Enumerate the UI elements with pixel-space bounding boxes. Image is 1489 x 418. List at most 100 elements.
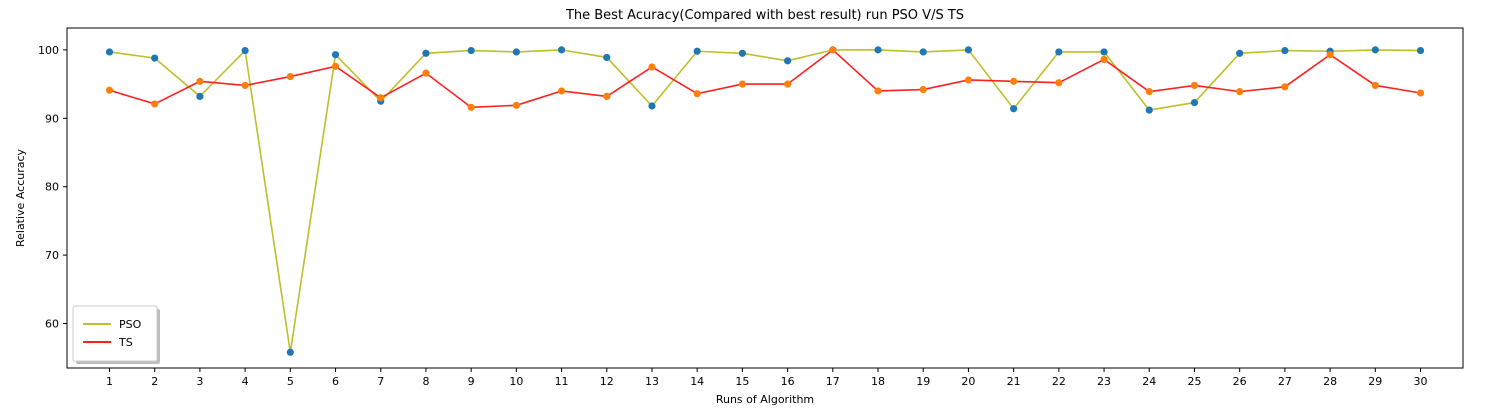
data-point-ts: [377, 94, 385, 102]
data-point-pso: [286, 348, 294, 356]
x-tick-label: 19: [916, 375, 930, 388]
data-point-ts: [196, 77, 204, 85]
data-point-pso: [331, 51, 340, 59]
data-point-pso: [241, 46, 249, 55]
x-tick-label: 25: [1187, 375, 1201, 388]
x-axis: 1 2 3 4 5 6 7 8 9 10 11 12 13 14 15 16 17 18 19 20 21 22 23 24 2…: [106, 368, 1428, 388]
data-point-ts: [1145, 88, 1153, 96]
data-point-pso: [1281, 46, 1289, 55]
data-point-ts: [1416, 89, 1425, 97]
x-tick-label: 26: [1233, 375, 1247, 388]
data-point-ts: [241, 81, 249, 90]
x-tick-label: 5: [287, 375, 294, 388]
data-point-ts: [557, 87, 566, 95]
x-tick-label: 4: [242, 375, 249, 388]
data-point-ts: [648, 63, 656, 71]
data-point-pso: [196, 92, 204, 101]
data-point-ts: [874, 87, 882, 95]
data-point-ts: [964, 76, 973, 84]
x-tick-label: 1: [106, 375, 113, 388]
data-point-ts: [512, 101, 520, 109]
data-point-ts: [829, 46, 837, 54]
data-point-ts: [1236, 88, 1244, 96]
x-tick-label: 28: [1323, 375, 1337, 388]
legend-label-pso: PSO: [119, 318, 142, 331]
data-point-ts: [1371, 81, 1379, 90]
x-tick-label: 13: [645, 375, 659, 388]
series-line-ts: [109, 48, 1421, 109]
y-axis: 60 70 80 90 100: [38, 44, 67, 331]
data-point-pso: [603, 53, 611, 62]
data-point-pso: [919, 48, 927, 56]
data-point-pso: [1371, 46, 1379, 54]
legend-box: [72, 305, 158, 362]
data-point-pso: [151, 54, 159, 62]
data-point-ts: [1326, 51, 1334, 59]
x-tick-label: 15: [735, 375, 749, 388]
x-tick-label: 9: [468, 375, 475, 388]
data-point-pso: [512, 48, 520, 56]
data-point-pso: [874, 46, 882, 54]
x-tick-label: 12: [600, 375, 614, 388]
y-tick-label: 80: [45, 181, 59, 194]
x-tick-label: 10: [509, 375, 523, 388]
x-tick-label: 23: [1097, 375, 1111, 388]
x-tick-label: 11: [555, 375, 569, 388]
data-point-ts: [331, 62, 340, 70]
x-tick-label: 6: [332, 375, 339, 388]
data-point-pso: [1145, 106, 1153, 114]
data-point-pso: [467, 46, 475, 55]
data-point-ts: [1055, 79, 1063, 87]
series-layer: [105, 46, 1425, 356]
data-point-ts: [919, 85, 927, 94]
data-point-pso: [648, 102, 656, 110]
x-tick-label: 8: [422, 375, 429, 388]
data-point-pso: [105, 48, 114, 56]
legend-label-ts: TS: [118, 336, 133, 349]
x-tick-label: 7: [377, 375, 384, 388]
x-tick-label: 18: [871, 375, 885, 388]
x-tick-label: 21: [1007, 375, 1021, 388]
data-point-ts: [693, 90, 701, 98]
series-line-pso: [109, 48, 1421, 353]
y-tick-label: 100: [38, 44, 59, 57]
x-tick-label: 30: [1414, 375, 1428, 388]
data-point-ts: [105, 86, 114, 94]
x-tick-label: 20: [961, 375, 975, 388]
data-point-ts: [1281, 83, 1289, 91]
x-tick-label: 3: [196, 375, 203, 388]
x-tick-label: 16: [781, 375, 795, 388]
data-point-pso: [784, 57, 792, 65]
data-point-pso: [422, 49, 430, 57]
data-point-pso: [1100, 48, 1108, 56]
data-point-ts: [467, 103, 475, 111]
data-point-ts: [738, 80, 747, 88]
x-tick-label: 2: [151, 375, 158, 388]
data-point-pso: [1190, 98, 1199, 107]
data-point-pso: [1010, 105, 1018, 113]
plot-area: [66, 27, 1464, 369]
data-point-pso: [693, 47, 701, 55]
data-point-pso: [557, 46, 566, 54]
x-tick-label: 24: [1142, 375, 1156, 388]
data-point-pso: [1416, 46, 1425, 55]
x-tick-label: 29: [1368, 375, 1382, 388]
data-point-pso: [1236, 49, 1244, 57]
x-tick-label: 17: [826, 375, 840, 388]
data-point-pso: [1055, 48, 1063, 56]
y-axis-label: Relative Accuracy: [14, 148, 27, 247]
y-tick-label: 70: [45, 249, 59, 262]
x-tick-label: 27: [1278, 375, 1292, 388]
y-tick-label: 90: [45, 112, 59, 125]
chart-title: The Best Acuracy(Compared with best resu…: [565, 8, 964, 23]
data-point-pso: [964, 46, 973, 54]
data-point-ts: [151, 100, 159, 108]
data-point-ts: [422, 69, 430, 77]
data-point-pso: [738, 49, 747, 57]
data-point-ts: [1190, 81, 1199, 90]
data-point-ts: [1100, 55, 1108, 64]
x-tick-label: 22: [1052, 375, 1066, 388]
x-tick-label: 14: [690, 375, 704, 388]
data-point-ts: [784, 80, 792, 88]
